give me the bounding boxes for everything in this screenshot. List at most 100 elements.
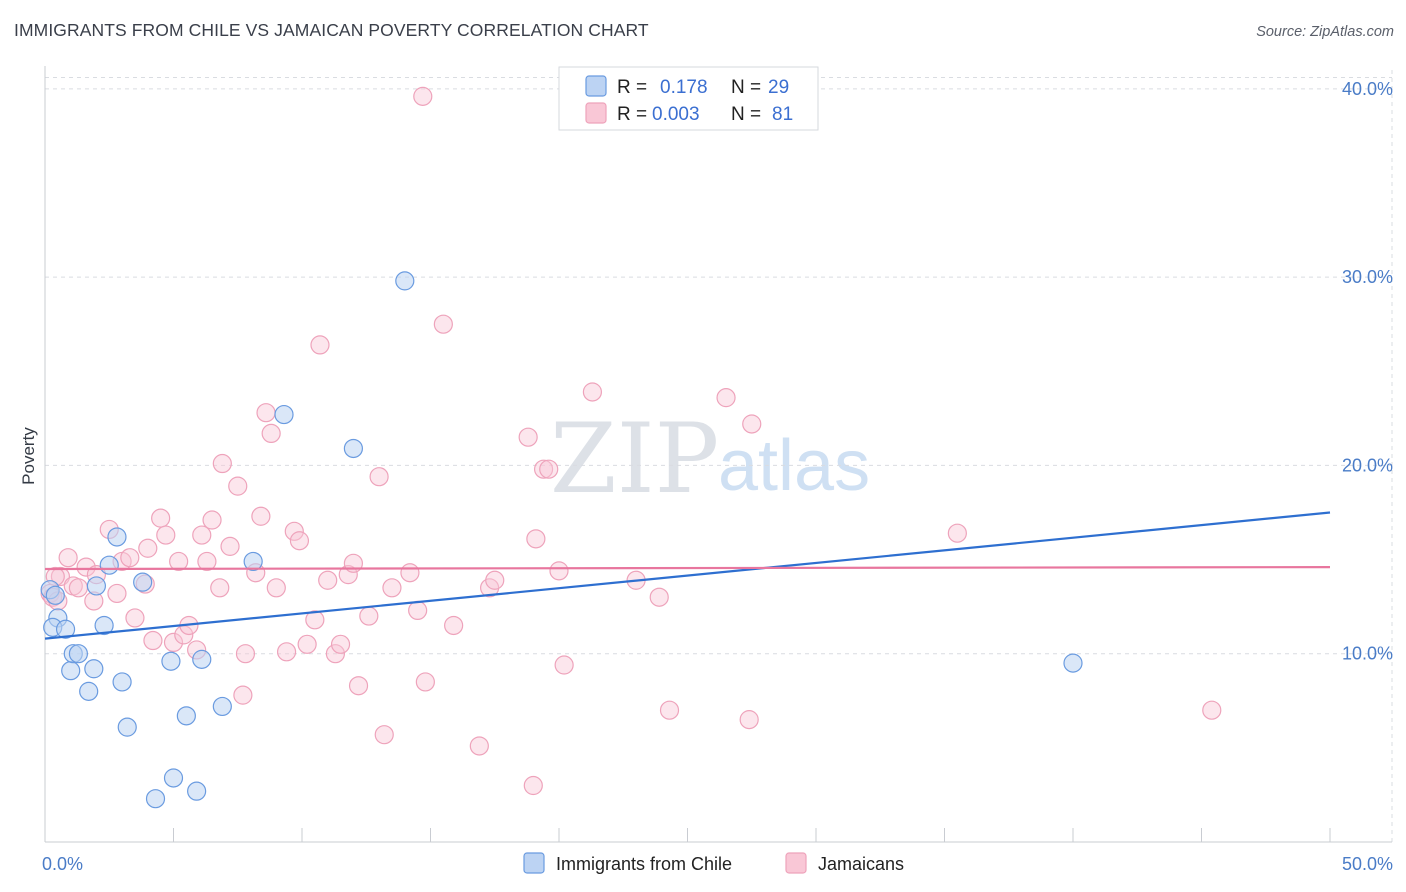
- chile-point-22: [192, 649, 212, 669]
- jamaicans-point-51: [359, 606, 379, 626]
- x-tick-label-min: 0.0%: [42, 854, 83, 874]
- chile-point-28: [1063, 653, 1083, 673]
- chile-point-26: [343, 438, 363, 459]
- chile-point-10: [86, 576, 107, 596]
- jamaicans-point-79: [1202, 700, 1222, 720]
- jamaicans-point-17: [143, 630, 163, 651]
- jamaicans-point-41: [289, 531, 310, 551]
- jamaicans-point-71: [582, 382, 603, 402]
- jamaicans-point-44: [310, 335, 330, 355]
- jamaicans-point-43: [305, 610, 325, 630]
- y-tick-label-1: 20.0%: [1342, 455, 1393, 475]
- chile-point-16: [133, 572, 153, 592]
- chile-point-25: [274, 404, 294, 425]
- chile-point-12: [99, 555, 119, 575]
- jamaicans-point-55: [400, 563, 420, 583]
- chile-point-14: [112, 672, 132, 692]
- stats-r-value-jamaicans: 0.003: [652, 104, 700, 125]
- jamaicans-point-78: [947, 523, 967, 543]
- chile-point-8: [79, 681, 99, 701]
- jamaicans-point-39: [276, 642, 297, 662]
- stats-r-label-chile: R =: [617, 77, 647, 98]
- jamaicans-point-6: [68, 578, 89, 598]
- jamaicans-point-11: [107, 583, 127, 604]
- chile-point-21: [187, 781, 207, 801]
- chile-point-7: [68, 644, 89, 664]
- jamaicans-point-50: [348, 676, 369, 696]
- legend-label-chile: Immigrants from Chile: [556, 854, 732, 874]
- jamaicans-point-14: [125, 608, 145, 628]
- jamaicans-point-35: [251, 506, 271, 526]
- jamaicans-point-18: [151, 508, 171, 528]
- x-tick-label-max: 50.0%: [1342, 854, 1393, 874]
- jamaicans-point-13: [120, 548, 140, 568]
- y-axis-label: Poverty: [19, 427, 38, 485]
- y-tick-label-0: 10.0%: [1342, 644, 1393, 664]
- stats-legend: R = 0.178 N = 29 R = 0.003 N = 81: [558, 66, 819, 131]
- jamaicans-point-54: [382, 578, 402, 598]
- stats-r-value-chile: 0.178: [660, 77, 708, 98]
- chile-point-17: [145, 789, 166, 809]
- jamaicans-point-45: [318, 570, 338, 590]
- y-tick-labels: 10.0% 20.0% 30.0% 40.0%: [1342, 79, 1393, 664]
- jamaicans-point-52: [369, 467, 389, 487]
- chile-points: [40, 271, 1083, 809]
- jamaicans-point-36: [256, 403, 276, 423]
- chile-point-13: [107, 527, 127, 547]
- jamaicans-point-69: [549, 561, 569, 581]
- jamaicans-point-16: [138, 538, 158, 558]
- chile-trend-line: [44, 511, 1331, 640]
- trend-lines: [44, 511, 1331, 640]
- jamaicans-point-20: [163, 632, 184, 653]
- stats-n-label-chile: N =: [731, 77, 761, 98]
- legend-swatch-chile: [523, 852, 545, 874]
- jamaicans-point-61: [469, 736, 489, 756]
- axes: [44, 66, 1392, 843]
- jamaicans-point-28: [210, 578, 230, 598]
- jamaicans-point-19: [156, 525, 176, 545]
- jamaicans-point-70: [554, 655, 574, 675]
- stats-legend-swatch-jamaicans: [585, 102, 607, 124]
- watermark-atlas: atlas: [718, 426, 870, 506]
- jamaicans-point-3: [50, 566, 71, 587]
- jamaicans-point-7: [76, 557, 96, 577]
- chile-point-15: [117, 717, 137, 737]
- stats-legend-swatch-chile: [585, 75, 607, 97]
- jamaicans-point-53: [374, 725, 394, 745]
- jamaicans-point-26: [197, 551, 217, 572]
- gridlines: [45, 70, 1393, 842]
- jamaicans-point-42: [297, 634, 317, 654]
- jamaicans-point-66: [526, 529, 546, 549]
- jamaicans-point-25: [192, 525, 212, 545]
- jamaicans-point-30: [220, 536, 240, 556]
- jamaicans-point-4: [58, 548, 78, 568]
- jamaicans-point-65: [523, 775, 543, 796]
- legend-swatch-jamaicans: [785, 852, 807, 874]
- legend-label-jamaicans: Jamaicans: [818, 854, 904, 874]
- jamaicans-point-75: [716, 388, 736, 408]
- jamaicans-point-64: [518, 427, 538, 447]
- jamaicans-point-59: [433, 314, 453, 334]
- jamaicans-point-58: [415, 672, 435, 692]
- watermark: ZIP atlas: [550, 403, 870, 515]
- stats-n-value-jamaicans: 81: [772, 104, 793, 125]
- chile-point-1: [45, 585, 65, 605]
- chile-point-27: [395, 271, 415, 291]
- series-legend: Immigrants from Chile Jamaicans: [523, 852, 904, 874]
- stats-r-label-jamaicans: R =: [617, 104, 647, 125]
- chile-point-24: [243, 551, 263, 572]
- chile-point-20: [176, 706, 196, 726]
- jamaicans-point-74: [659, 700, 680, 720]
- jamaicans-points: [40, 86, 1222, 796]
- chile-point-5: [61, 661, 81, 681]
- jamaicans-point-56: [408, 600, 428, 621]
- watermark-zip: ZIP: [550, 403, 719, 515]
- jamaicans-point-76: [739, 710, 759, 730]
- jamaicans-point-31: [228, 476, 248, 496]
- stats-n-label-jamaicans: N =: [731, 104, 761, 125]
- jamaicans-point-29: [212, 453, 232, 474]
- x-tick-labels: 0.0% 50.0%: [42, 854, 1393, 874]
- jamaicans-point-77: [742, 414, 762, 434]
- jamaicans-point-27: [202, 510, 222, 530]
